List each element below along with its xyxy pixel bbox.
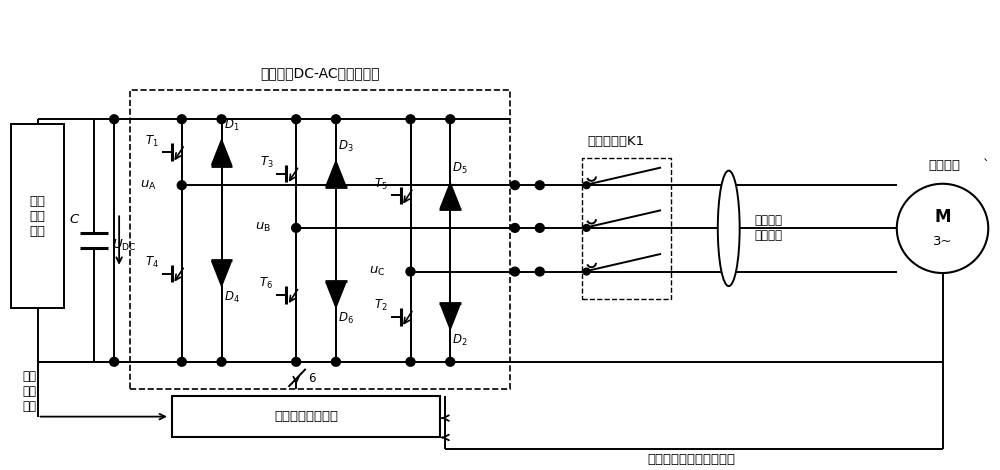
Text: 三相桥式DC-AC双向变换器: 三相桥式DC-AC双向变换器 — [260, 66, 380, 80]
Text: $T_1$: $T_1$ — [145, 133, 159, 149]
Circle shape — [406, 267, 415, 276]
Circle shape — [177, 115, 186, 124]
Circle shape — [110, 115, 119, 124]
Circle shape — [446, 358, 455, 366]
Text: $D_3$: $D_3$ — [338, 139, 353, 154]
Text: $T_3$: $T_3$ — [260, 155, 273, 170]
Text: 充电
动力
电池: 充电 动力 电池 — [30, 195, 46, 238]
Circle shape — [406, 358, 415, 366]
Text: C: C — [70, 212, 79, 226]
Text: $u_{\mathrm{C}}$: $u_{\mathrm{C}}$ — [369, 265, 386, 278]
Circle shape — [110, 358, 119, 366]
Circle shape — [406, 115, 415, 124]
Circle shape — [535, 224, 544, 232]
Ellipse shape — [718, 171, 740, 286]
Circle shape — [510, 267, 519, 276]
Text: $T_5$: $T_5$ — [374, 177, 388, 192]
Circle shape — [177, 358, 186, 366]
Polygon shape — [212, 140, 232, 165]
Bar — [11, 124, 64, 308]
Bar — [582, 158, 671, 299]
Text: 驱动电机: 驱动电机 — [929, 159, 961, 172]
Circle shape — [217, 115, 226, 124]
Text: $U_{\mathrm{DC}}$: $U_{\mathrm{DC}}$ — [112, 238, 137, 253]
Text: $D_4$: $D_4$ — [224, 290, 239, 305]
Text: 电机侧交
流量采集: 电机侧交 流量采集 — [755, 214, 783, 243]
Circle shape — [535, 181, 544, 189]
Text: $D_6$: $D_6$ — [338, 311, 354, 327]
Circle shape — [510, 224, 519, 232]
Text: $D_2$: $D_2$ — [452, 333, 468, 348]
Circle shape — [583, 268, 590, 275]
Text: `: ` — [983, 159, 990, 172]
Text: $T_6$: $T_6$ — [259, 276, 273, 291]
Text: $T_4$: $T_4$ — [145, 255, 159, 270]
Polygon shape — [212, 261, 232, 286]
Circle shape — [217, 358, 226, 366]
Circle shape — [446, 115, 455, 124]
Text: 电机速度、位置信号采集: 电机速度、位置信号采集 — [647, 453, 735, 466]
Text: $D_1$: $D_1$ — [224, 118, 239, 133]
Text: 中央控制微处理器: 中央控制微处理器 — [274, 410, 338, 423]
Polygon shape — [440, 183, 460, 208]
Polygon shape — [440, 304, 460, 329]
Text: $u_{\mathrm{B}}$: $u_{\mathrm{B}}$ — [255, 221, 271, 235]
Circle shape — [331, 358, 340, 366]
Text: 电池
电压
采集: 电池 电压 采集 — [23, 369, 37, 413]
Text: M: M — [934, 208, 951, 226]
Circle shape — [510, 181, 519, 189]
Circle shape — [331, 115, 340, 124]
Circle shape — [292, 358, 301, 366]
Bar — [172, 396, 440, 438]
Circle shape — [583, 182, 590, 188]
Circle shape — [292, 115, 301, 124]
Bar — [130, 90, 510, 389]
Polygon shape — [326, 282, 346, 307]
Text: 继电器开关K1: 继电器开关K1 — [588, 135, 645, 149]
Circle shape — [535, 267, 544, 276]
Text: 3~: 3~ — [933, 235, 952, 249]
Circle shape — [583, 225, 590, 231]
Text: $u_{\mathrm{A}}$: $u_{\mathrm{A}}$ — [140, 179, 157, 192]
Text: 6: 6 — [308, 372, 316, 385]
Circle shape — [292, 224, 301, 232]
Text: $T_2$: $T_2$ — [374, 298, 388, 313]
Circle shape — [177, 181, 186, 189]
Text: $D_5$: $D_5$ — [452, 161, 468, 176]
Circle shape — [897, 184, 988, 273]
Polygon shape — [326, 161, 346, 186]
